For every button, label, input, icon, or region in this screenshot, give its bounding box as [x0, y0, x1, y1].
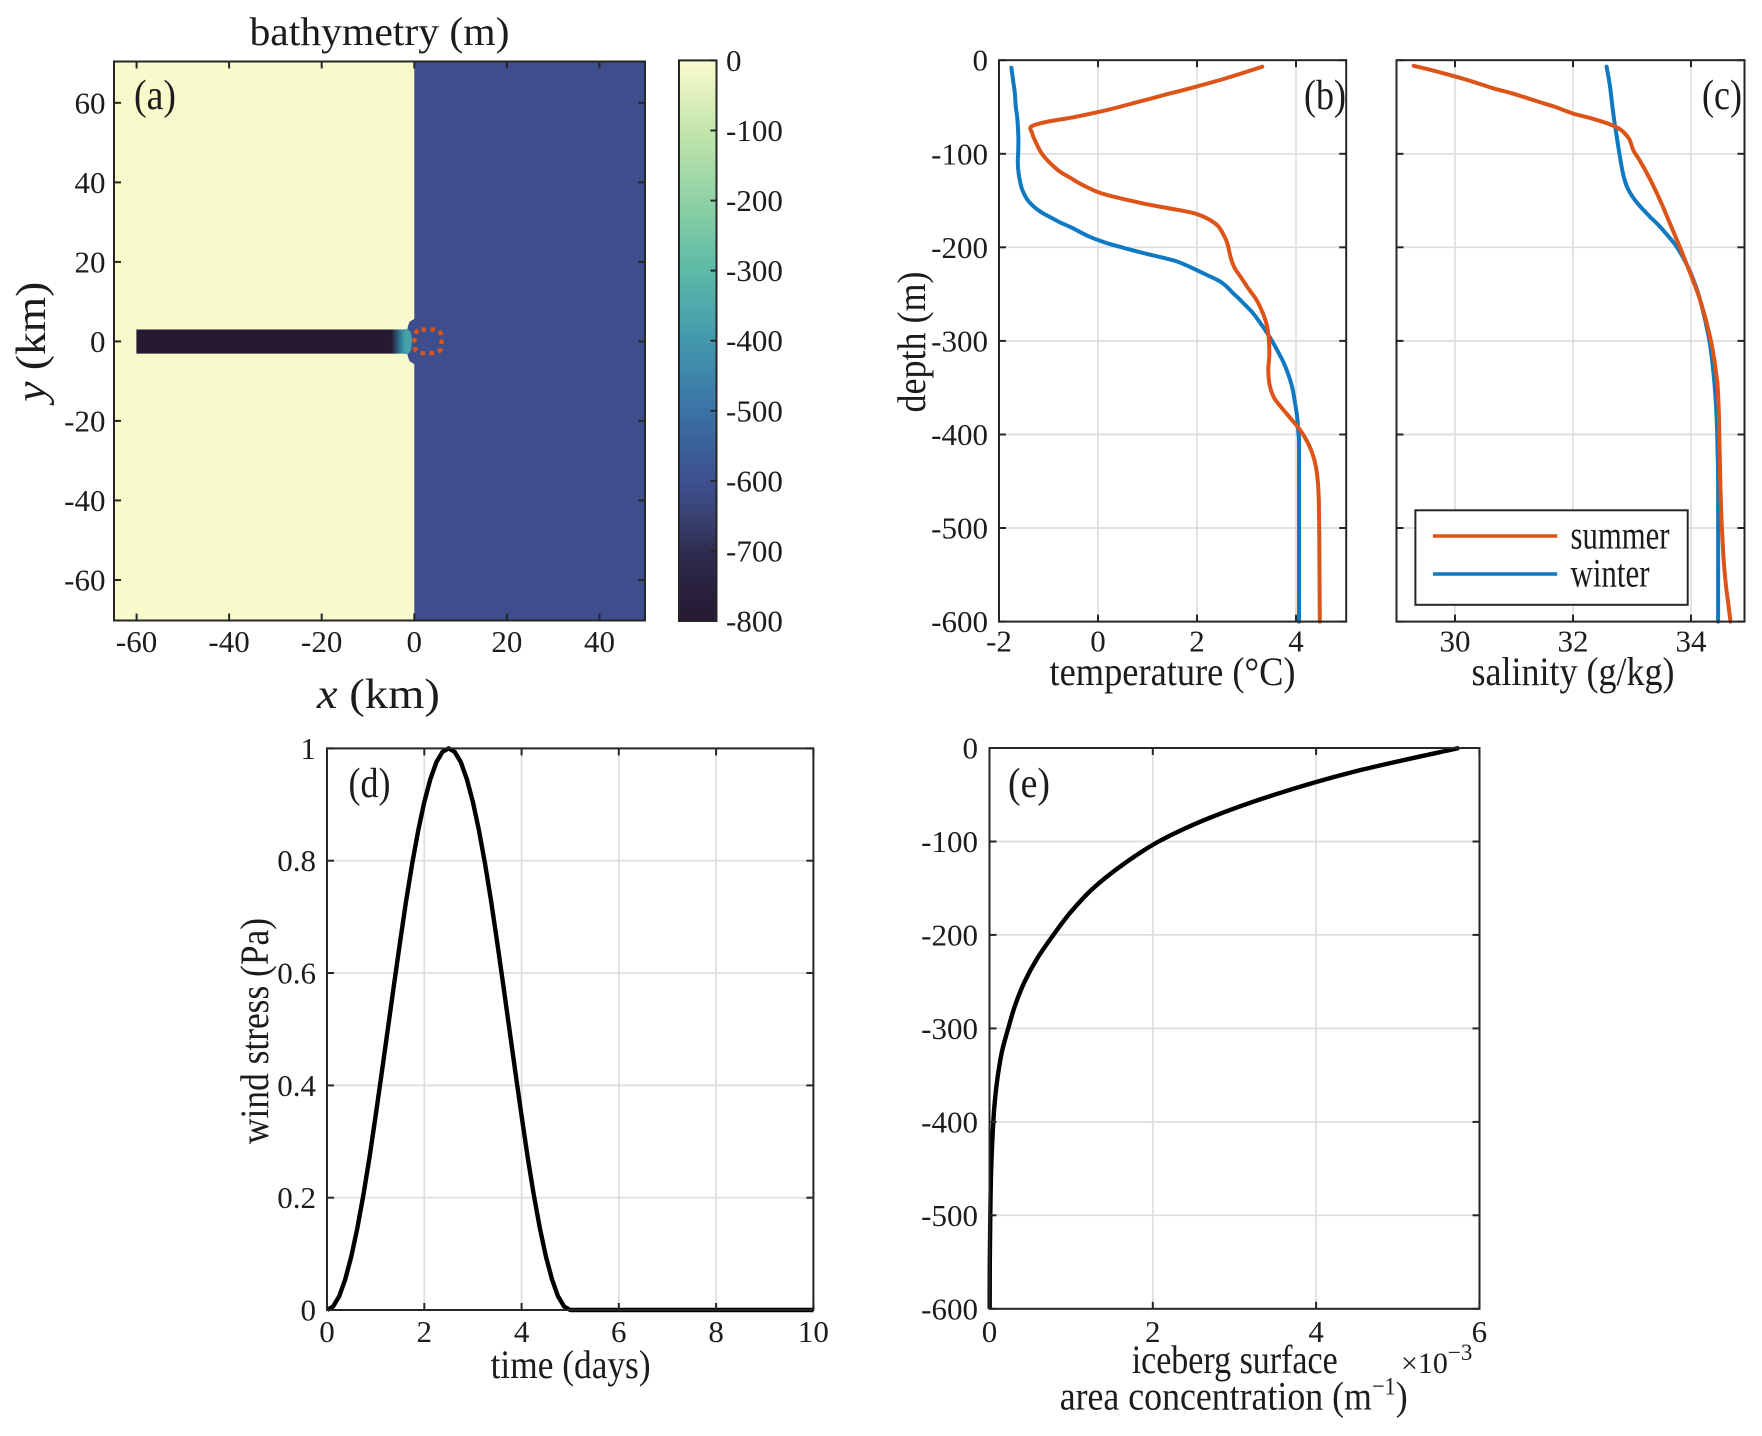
svg-text:34: 34 — [1676, 624, 1708, 659]
svg-text:6: 6 — [1472, 1314, 1488, 1349]
svg-text:(d): (d) — [349, 761, 391, 807]
svg-text:-400: -400 — [921, 1104, 978, 1139]
svg-text:summer: summer — [1571, 513, 1670, 558]
svg-text:0: 0 — [973, 43, 989, 78]
svg-text:0: 0 — [407, 624, 423, 659]
svg-text:-100: -100 — [921, 824, 978, 859]
svg-text:-40: -40 — [208, 624, 249, 659]
svg-text:-500: -500 — [921, 1198, 978, 1233]
svg-text:0: 0 — [319, 1314, 335, 1349]
svg-text:4: 4 — [1308, 1314, 1324, 1349]
svg-text:-40: -40 — [64, 483, 105, 518]
svg-text:-600: -600 — [931, 604, 988, 639]
svg-text:-400: -400 — [726, 323, 783, 358]
svg-text:-300: -300 — [931, 323, 988, 358]
svg-text:0: 0 — [301, 1293, 317, 1328]
svg-text:-20: -20 — [64, 403, 105, 438]
svg-text:1: 1 — [301, 731, 317, 766]
svg-text:30: 30 — [1440, 624, 1471, 659]
svg-text:0: 0 — [90, 324, 106, 359]
svg-text:0.8: 0.8 — [277, 843, 316, 878]
svg-text:0: 0 — [1090, 624, 1106, 659]
svg-text:-400: -400 — [931, 417, 988, 452]
svg-text:4: 4 — [514, 1314, 530, 1349]
svg-text:bathymetry (m): bathymetry (m) — [250, 9, 510, 54]
svg-text:depth (m): depth (m) — [889, 272, 934, 413]
svg-text:temperature (°C): temperature (°C) — [1050, 649, 1296, 694]
svg-text:(c): (c) — [1702, 73, 1742, 119]
svg-text:-300: -300 — [921, 1011, 978, 1046]
svg-text:0.6: 0.6 — [277, 956, 316, 991]
svg-text:-700: -700 — [726, 533, 783, 568]
svg-text:(a): (a) — [134, 73, 176, 119]
svg-text:-600: -600 — [726, 463, 783, 498]
svg-text:0: 0 — [726, 43, 742, 78]
svg-text:-800: -800 — [726, 604, 783, 639]
svg-text:-60: -60 — [64, 563, 105, 598]
svg-text:(e): (e) — [1008, 761, 1050, 807]
svg-text:0: 0 — [963, 731, 979, 766]
svg-text:salinity (g/kg): salinity (g/kg) — [1472, 649, 1675, 694]
svg-text:-200: -200 — [921, 917, 978, 952]
svg-text:4: 4 — [1288, 624, 1304, 659]
svg-text:60: 60 — [75, 85, 106, 120]
svg-text:2: 2 — [417, 1314, 433, 1349]
svg-text:-600: -600 — [921, 1291, 978, 1326]
svg-text:y (km): y (km) — [9, 282, 55, 406]
svg-text:iceberg surface: iceberg surface — [1132, 1337, 1338, 1382]
svg-text:-200: -200 — [931, 230, 988, 265]
svg-text:20: 20 — [75, 244, 106, 279]
svg-text:2: 2 — [1189, 624, 1205, 659]
svg-text:-300: -300 — [726, 253, 783, 288]
svg-text:-500: -500 — [931, 511, 988, 546]
svg-text:area concentration (m−1): area concentration (m−1) — [1060, 1374, 1408, 1419]
svg-text:8: 8 — [708, 1314, 724, 1349]
svg-text:wind stress (Pa): wind stress (Pa) — [232, 918, 277, 1144]
svg-text:6: 6 — [611, 1314, 627, 1349]
svg-text:40: 40 — [75, 165, 106, 200]
svg-text:-100: -100 — [931, 136, 988, 171]
svg-text:0: 0 — [982, 1314, 998, 1349]
svg-text:2: 2 — [1145, 1314, 1161, 1349]
svg-text:10: 10 — [798, 1314, 829, 1349]
svg-text:time (days): time (days) — [491, 1342, 651, 1387]
svg-text:0.4: 0.4 — [277, 1068, 316, 1103]
svg-text:-20: -20 — [301, 624, 342, 659]
svg-text:32: 32 — [1558, 624, 1589, 659]
svg-text:(b): (b) — [1304, 73, 1346, 119]
svg-text:0.2: 0.2 — [277, 1180, 316, 1215]
svg-text:x (km): x (km) — [316, 672, 440, 718]
svg-text:20: 20 — [491, 624, 522, 659]
svg-text:-200: -200 — [726, 183, 783, 218]
svg-text:-2: -2 — [986, 624, 1012, 659]
svg-text:-500: -500 — [726, 393, 783, 428]
svg-text:40: 40 — [584, 624, 615, 659]
svg-text:-100: -100 — [726, 113, 783, 148]
svg-text:-60: -60 — [116, 624, 157, 659]
svg-text:winter: winter — [1571, 551, 1650, 596]
